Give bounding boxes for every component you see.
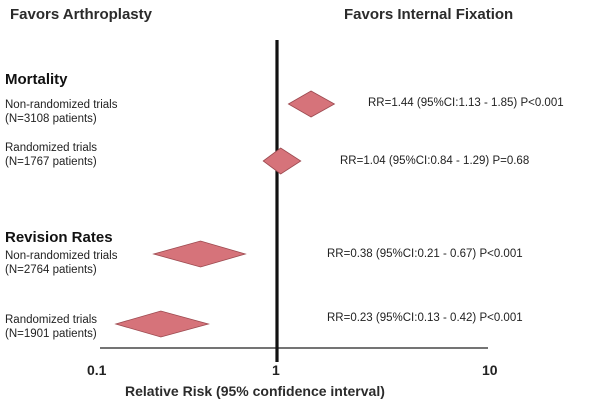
trial-patient-count: (N=2764 patients) <box>5 264 97 276</box>
trial-label: Non-randomized trials (N=2764 patients) <box>5 249 118 277</box>
trial-label: Non-randomized trials (N=3108 patients) <box>5 98 118 126</box>
stat-annotation: RR=1.04 (95%CI:0.84 - 1.29) P=0.68 <box>340 155 530 167</box>
rr-diamond-marker <box>152 240 247 268</box>
section-title-mortality: Mortality <box>5 71 68 88</box>
x-tick-label: 10 <box>482 362 498 378</box>
stat-annotation: RR=0.23 (95%CI:0.13 - 0.42) P<0.001 <box>327 312 523 324</box>
trial-label: Randomized trials (N=1901 patients) <box>5 313 97 341</box>
trial-name: Non-randomized trials <box>5 99 118 111</box>
trial-name: Randomized trials <box>5 142 98 154</box>
rr-diamond-marker <box>114 310 210 338</box>
x-tick-label: 0.1 <box>87 362 107 378</box>
trial-patient-count: (N=1901 patients) <box>5 328 97 340</box>
trial-label: Randomized trials (N=1767 patients) <box>5 141 97 169</box>
header-favors-internal-fixation: Favors Internal Fixation <box>344 6 514 23</box>
x-tick-label: 1 <box>272 362 280 378</box>
section-title-revision-rates: Revision Rates <box>5 229 113 246</box>
trial-patient-count: (N=1767 patients) <box>5 156 97 168</box>
rr-diamond-marker <box>262 147 302 175</box>
stat-annotation: RR=0.38 (95%CI:0.21 - 0.67) P<0.001 <box>327 248 523 260</box>
rr-diamond-marker <box>287 90 336 118</box>
trial-name: Non-randomized trials <box>5 250 118 262</box>
header-favors-arthroplasty: Favors Arthroplasty <box>10 6 152 23</box>
trial-patient-count: (N=3108 patients) <box>5 113 97 125</box>
trial-name: Randomized trials <box>5 314 98 326</box>
x-axis-label: Relative Risk (95% confidence interval) <box>125 383 385 399</box>
stat-annotation: RR=1.44 (95%CI:1.13 - 1.85) P<0.001 <box>368 97 564 109</box>
